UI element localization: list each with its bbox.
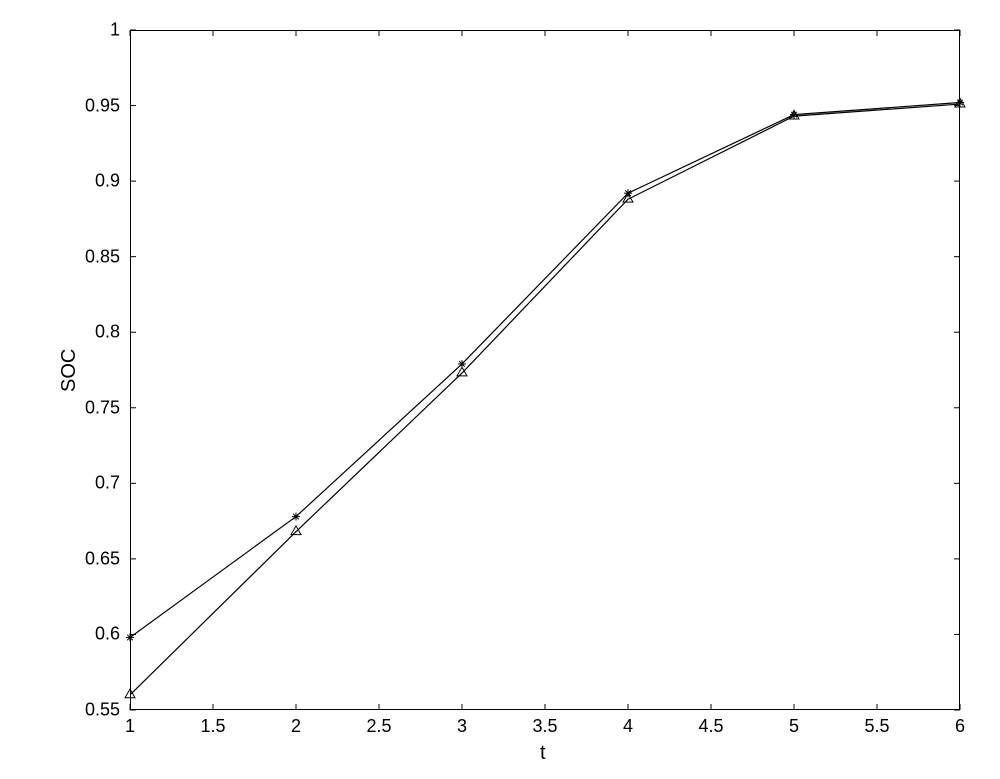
y-tick-label: 0.65 xyxy=(85,548,120,569)
chart-plot-area xyxy=(130,30,960,710)
y-tick-label: 0.95 xyxy=(85,95,120,116)
x-tick-label: 5.5 xyxy=(864,716,889,737)
x-tick-label: 2 xyxy=(291,716,301,737)
x-tick-label: 2.5 xyxy=(366,716,391,737)
x-tick-label: 4 xyxy=(623,716,633,737)
y-tick-label: 0.9 xyxy=(95,171,120,192)
y-tick-label: 0.6 xyxy=(95,624,120,645)
x-tick-label: 4.5 xyxy=(698,716,723,737)
y-tick-label: 1 xyxy=(110,20,120,41)
marker-triangle xyxy=(291,526,301,535)
y-tick-label: 0.85 xyxy=(85,246,120,267)
y-tick-label: 0.7 xyxy=(95,473,120,494)
x-tick-label: 3.5 xyxy=(532,716,557,737)
x-tick-label: 3 xyxy=(457,716,467,737)
x-axis-label: t xyxy=(540,742,546,765)
chart-svg xyxy=(130,30,960,710)
x-tick-label: 5 xyxy=(789,716,799,737)
y-tick-label: 0.75 xyxy=(85,397,120,418)
y-axis-label: SOC xyxy=(58,349,81,392)
x-tick-label: 6 xyxy=(955,716,965,737)
y-tick-label: 0.8 xyxy=(95,322,120,343)
x-tick-label: 1 xyxy=(125,716,135,737)
y-tick-label: 0.55 xyxy=(85,700,120,721)
x-tick-label: 1.5 xyxy=(200,716,225,737)
figure: t SOC 1 1.5 2 2.5 3 3.5 4 4.5 5 5.5 6 0.55 0.6 0.65 0.… xyxy=(0,0,1000,779)
marker-asterisk xyxy=(292,513,300,521)
